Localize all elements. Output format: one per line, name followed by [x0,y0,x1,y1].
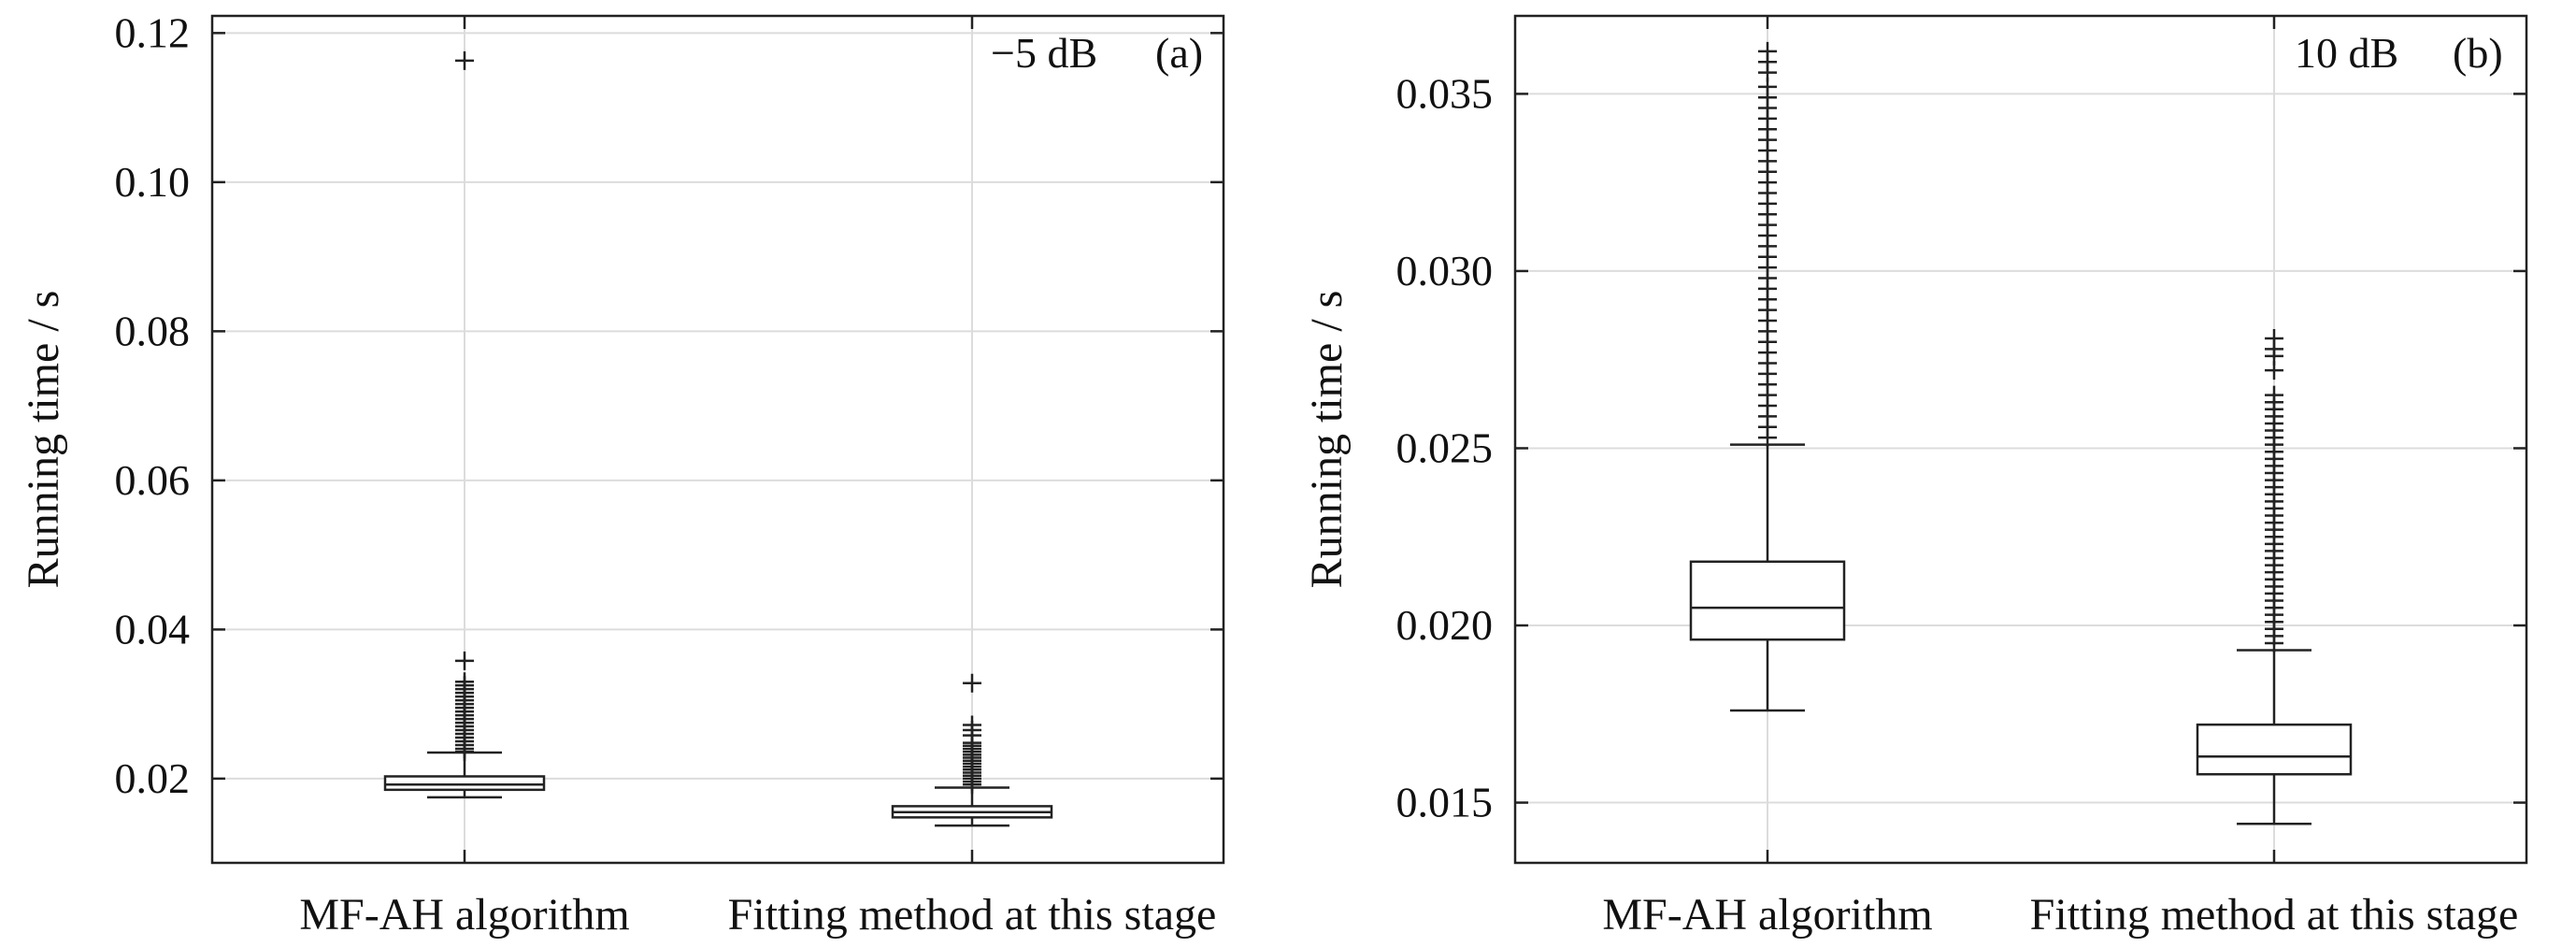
y-tick-label: 0.020 [1396,601,1494,649]
outlier-marker [2265,328,2283,348]
x-tick-label: MF-AH algorithm [299,890,629,940]
y-tick-label: 0.12 [115,8,191,56]
y-tick-label: 0.025 [1396,423,1494,471]
x-tick-label: Fitting method at this stage [728,890,1217,940]
y-tick-label: 0.04 [115,605,191,653]
panel-label: (b) [2453,29,2503,77]
x-tick-label: Fitting method at this stage [2030,890,2519,940]
condition-annotation: 10 dB [2295,29,2398,77]
y-tick-label: 0.06 [115,456,191,504]
condition-annotation: −5 dB [991,29,1097,77]
panel-label: (a) [1155,29,1203,77]
y-axis-title: Running time / s [19,291,68,589]
x-tick-label: MF-AH algorithm [1602,890,1932,940]
outlier-marker [2265,385,2283,405]
box-iqr [383,775,546,792]
outlier-marker [963,673,981,693]
plot-area-0 [210,14,1225,865]
y-tick-label: 0.030 [1396,247,1494,294]
y-tick-label: 0.035 [1396,69,1494,117]
y-tick-label: 0.08 [115,307,191,354]
outlier-marker [455,50,474,70]
y-axis-title: Running time / s [1302,291,1352,589]
outlier-marker [455,651,474,670]
outlier-marker [1758,41,1777,61]
outlier-marker [963,715,981,735]
box-iqr [2196,723,2353,776]
y-tick-label: 0.015 [1396,779,1494,826]
y-tick-label: 0.02 [115,754,191,802]
plot-area-1 [1513,14,2528,865]
outlier-marker [455,672,474,692]
box-iqr [1689,560,1846,641]
y-tick-label: 0.10 [115,158,191,206]
